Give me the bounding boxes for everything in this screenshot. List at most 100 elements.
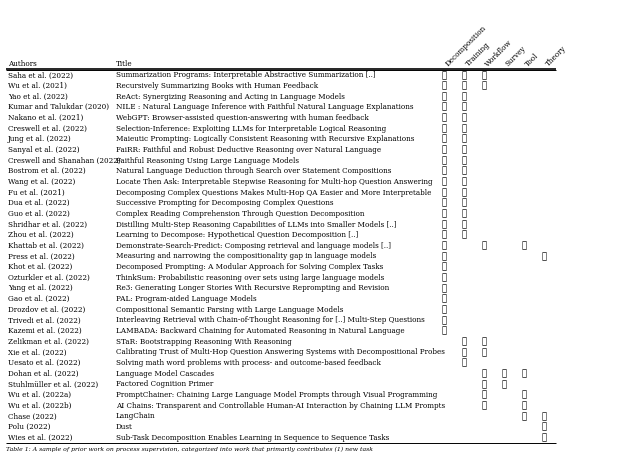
Text: ✓: ✓	[461, 177, 467, 186]
Text: Survey: Survey	[504, 44, 528, 68]
Text: ✓: ✓	[442, 284, 447, 293]
Text: Press et al. (2022): Press et al. (2022)	[8, 252, 75, 260]
Text: ✓: ✓	[442, 252, 447, 261]
Text: Bostrom et al. (2022): Bostrom et al. (2022)	[8, 167, 86, 175]
Text: Dohan et al. (2022): Dohan et al. (2022)	[8, 370, 79, 378]
Text: Shridhar et al. (2022): Shridhar et al. (2022)	[8, 220, 87, 228]
Text: Factored Cognition Primer: Factored Cognition Primer	[116, 380, 213, 388]
Text: ✓: ✓	[461, 135, 467, 144]
Text: ✓: ✓	[481, 82, 486, 91]
Text: LAMBADA: Backward Chaining for Automated Reasoning in Natural Language: LAMBADA: Backward Chaining for Automated…	[116, 327, 404, 335]
Text: Wu et al. (2022b): Wu et al. (2022b)	[8, 402, 72, 410]
Text: Theory: Theory	[544, 44, 568, 68]
Text: LangChain: LangChain	[116, 412, 156, 420]
Text: ✓: ✓	[442, 263, 447, 272]
Text: ✓: ✓	[442, 82, 447, 91]
Text: ✓: ✓	[461, 103, 467, 112]
Text: ✓: ✓	[541, 423, 547, 431]
Text: ✓: ✓	[442, 156, 447, 165]
Text: ✓: ✓	[461, 71, 467, 80]
Text: ✓: ✓	[442, 220, 447, 229]
Text: Yao et al. (2022): Yao et al. (2022)	[8, 93, 68, 101]
Text: ThinkSum: Probabilistic reasoning over sets using large language models: ThinkSum: Probabilistic reasoning over s…	[116, 274, 384, 282]
Text: ✓: ✓	[442, 199, 447, 208]
Text: ✓: ✓	[461, 348, 467, 357]
Text: Selection-Inference: Exploiting LLMs for Interpretable Logical Reasoning: Selection-Inference: Exploiting LLMs for…	[116, 125, 387, 133]
Text: Locate Then Ask: Interpretable Stepwise Reasoning for Multi-hop Question Answeri: Locate Then Ask: Interpretable Stepwise …	[116, 178, 433, 186]
Text: Sub-Task Decomposition Enables Learning in Sequence to Sequence Tasks: Sub-Task Decomposition Enables Learning …	[116, 434, 389, 442]
Text: Khot et al. (2022): Khot et al. (2022)	[8, 263, 72, 271]
Text: ✓: ✓	[442, 71, 447, 80]
Text: ✓: ✓	[541, 252, 547, 261]
Text: Drozdov et al. (2022): Drozdov et al. (2022)	[8, 306, 85, 314]
Text: ✓: ✓	[461, 199, 467, 208]
Text: Authors: Authors	[8, 60, 36, 68]
Text: ✓: ✓	[481, 71, 486, 80]
Text: Title: Title	[116, 60, 132, 68]
Text: Fu et al. (2021): Fu et al. (2021)	[8, 189, 65, 197]
Text: ✓: ✓	[442, 326, 447, 336]
Text: Interleaving Retrieval with Chain-of-Thought Reasoning for [..] Multi-Step Quest: Interleaving Retrieval with Chain-of-Tho…	[116, 317, 425, 325]
Text: Creswell et al. (2022): Creswell et al. (2022)	[8, 125, 87, 133]
Text: Uesato et al. (2022): Uesato et al. (2022)	[8, 359, 81, 367]
Text: Language Model Cascades: Language Model Cascades	[116, 370, 214, 378]
Text: ✓: ✓	[442, 113, 447, 122]
Text: Calibrating Trust of Multi-Hop Question Answering Systems with Decompositional P: Calibrating Trust of Multi-Hop Question …	[116, 348, 445, 356]
Text: Maieutic Prompting: Logically Consistent Reasoning with Recursive Explanations: Maieutic Prompting: Logically Consistent…	[116, 135, 414, 143]
Text: Learning to Decompose: Hypothetical Question Decomposition [..]: Learning to Decompose: Hypothetical Ques…	[116, 231, 358, 239]
Text: Stuhlmüller et al. (2022): Stuhlmüller et al. (2022)	[8, 380, 99, 388]
Text: Creswell and Shanahan (2022): Creswell and Shanahan (2022)	[8, 157, 121, 165]
Text: ✓: ✓	[442, 167, 447, 176]
Text: Solving math word problems with process- and outcome-based feedback: Solving math word problems with process-…	[116, 359, 381, 367]
Text: STaR: Bootstrapping Reasoning With Reasoning: STaR: Bootstrapping Reasoning With Reaso…	[116, 338, 292, 346]
Text: Successive Prompting for Decomposing Complex Questions: Successive Prompting for Decomposing Com…	[116, 199, 333, 207]
Text: ✓: ✓	[522, 401, 527, 410]
Text: Recursively Summarizing Books with Human Feedback: Recursively Summarizing Books with Human…	[116, 82, 318, 90]
Text: Summarization Programs: Interpretable Abstractive Summarization [..]: Summarization Programs: Interpretable Ab…	[116, 71, 376, 79]
Text: ✓: ✓	[442, 177, 447, 186]
Text: Decomposing Complex Questions Makes Multi-Hop QA Easier and More Interpretable: Decomposing Complex Questions Makes Mult…	[116, 189, 431, 197]
Text: Ozturkler et al. (2022): Ozturkler et al. (2022)	[8, 274, 90, 282]
Text: Nakano et al. (2021): Nakano et al. (2021)	[8, 114, 83, 122]
Text: ✓: ✓	[461, 231, 467, 240]
Text: Gao et al. (2022): Gao et al. (2022)	[8, 295, 70, 303]
Text: Khattab et al. (2022): Khattab et al. (2022)	[8, 242, 84, 250]
Text: ✓: ✓	[442, 124, 447, 133]
Text: ✓: ✓	[442, 305, 447, 314]
Text: ✓: ✓	[541, 433, 547, 442]
Text: ✓: ✓	[461, 124, 467, 133]
Text: ✓: ✓	[461, 167, 467, 176]
Text: Dust: Dust	[116, 423, 133, 431]
Text: ✓: ✓	[461, 188, 467, 197]
Text: ✓: ✓	[461, 220, 467, 229]
Text: WebGPT: Browser-assisted question-answering with human feedback: WebGPT: Browser-assisted question-answer…	[116, 114, 369, 122]
Text: Measuring and narrowing the compositionality gap in language models: Measuring and narrowing the compositiona…	[116, 252, 376, 260]
Text: Kumar and Talukdar (2020): Kumar and Talukdar (2020)	[8, 103, 109, 111]
Text: Kazemi et al. (2022): Kazemi et al. (2022)	[8, 327, 82, 335]
Text: ✓: ✓	[481, 401, 486, 410]
Text: ✓: ✓	[481, 369, 486, 378]
Text: ✓: ✓	[481, 337, 486, 346]
Text: Jung et al. (2022): Jung et al. (2022)	[8, 135, 72, 143]
Text: Training: Training	[464, 40, 492, 68]
Text: Distilling Multi-Step Reasoning Capabilities of LLMs into Smaller Models [..]: Distilling Multi-Step Reasoning Capabili…	[116, 220, 397, 228]
Text: ✓: ✓	[461, 113, 467, 122]
Text: PromptChainer: Chaining Large Language Model Prompts through Visual Programming: PromptChainer: Chaining Large Language M…	[116, 391, 437, 399]
Text: PAL: Program-aided Language Models: PAL: Program-aided Language Models	[116, 295, 257, 303]
Text: Tool: Tool	[524, 52, 541, 68]
Text: Table 1: A sample of prior work on process supervision, categorized into work th: Table 1: A sample of prior work on proce…	[6, 447, 373, 452]
Text: ✓: ✓	[501, 380, 507, 389]
Text: ✓: ✓	[442, 188, 447, 197]
Text: Demonstrate-Search-Predict: Composing retrieval and language models [..]: Demonstrate-Search-Predict: Composing re…	[116, 242, 391, 250]
Text: Compositional Semantic Parsing with Large Language Models: Compositional Semantic Parsing with Larg…	[116, 306, 344, 314]
Text: ✓: ✓	[522, 391, 527, 400]
Text: ✓: ✓	[461, 156, 467, 165]
Text: AI Chains: Transparent and Controllable Human-AI Interaction by Chaining LLM Pro: AI Chains: Transparent and Controllable …	[116, 402, 445, 410]
Text: ✓: ✓	[481, 380, 486, 389]
Text: Guo et al. (2022): Guo et al. (2022)	[8, 210, 70, 218]
Text: ✓: ✓	[501, 369, 507, 378]
Text: ✓: ✓	[461, 337, 467, 346]
Text: ✓: ✓	[442, 242, 447, 250]
Text: ✓: ✓	[442, 209, 447, 219]
Text: Zhou et al. (2022): Zhou et al. (2022)	[8, 231, 74, 239]
